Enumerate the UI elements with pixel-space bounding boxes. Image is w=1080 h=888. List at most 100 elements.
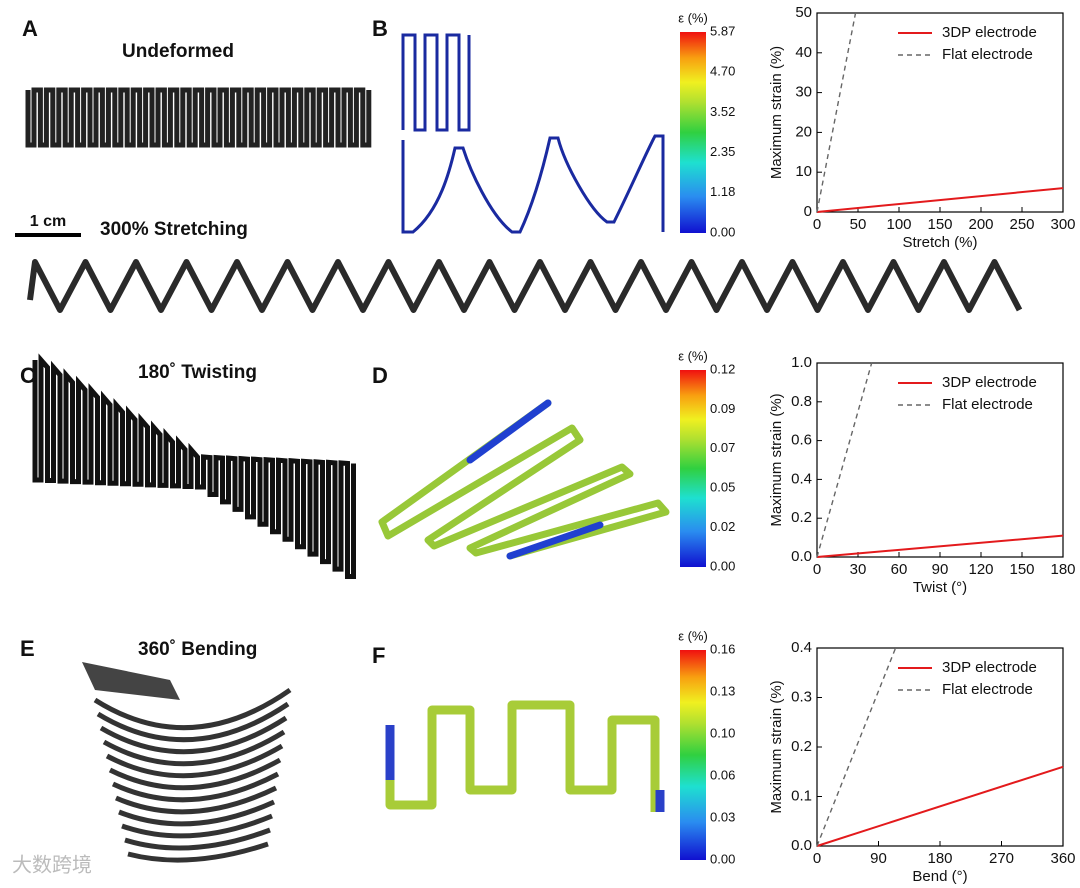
x-tick-label: 150 <box>1009 561 1034 578</box>
colorbar-label: 2.35 <box>710 144 735 159</box>
y-tick-label: 50 <box>795 4 812 21</box>
legend-label: 3DP electrode <box>942 24 1037 41</box>
colorbar-label: 0.10 <box>710 725 735 740</box>
simulation-f <box>385 700 665 812</box>
legend-label: 3DP electrode <box>942 374 1037 391</box>
caption: 300% Stretching <box>100 219 248 240</box>
x-axis-label: Twist (°) <box>913 579 967 596</box>
y-tick-label: 0.0 <box>791 548 812 565</box>
panel-label: E <box>20 636 35 661</box>
colorbar-label: 3.52 <box>710 104 735 119</box>
y-tick-label: 30 <box>795 84 812 101</box>
x-axis-label: Stretch (%) <box>902 234 977 251</box>
legend-label: Flat electrode <box>942 46 1033 63</box>
line-series <box>816 647 897 847</box>
photo-bent <box>105 743 284 779</box>
legend-label: Flat electrode <box>942 396 1033 413</box>
simulation-d <box>378 399 670 560</box>
x-tick-label: 360 <box>1050 850 1075 867</box>
y-axis-label: Maximum strain (%) <box>768 46 785 179</box>
x-tick-label: 0 <box>813 561 821 578</box>
x-tick-label: 250 <box>1009 216 1034 233</box>
colorbar-label: 0.06 <box>710 767 735 782</box>
x-tick-label: 270 <box>989 850 1014 867</box>
x-tick-label: 50 <box>850 216 867 233</box>
plot-frame <box>816 362 1064 558</box>
colorbar-label: 0.02 <box>710 519 735 534</box>
y-tick-label: 10 <box>795 163 812 180</box>
x-tick-label: 0 <box>813 216 821 233</box>
x-tick-label: 200 <box>968 216 993 233</box>
photo-bent <box>115 785 278 815</box>
y-tick-label: 0.0 <box>791 837 812 854</box>
x-tick-label: 60 <box>891 561 908 578</box>
legend-label: 3DP electrode <box>942 659 1037 676</box>
colorbar-title: ε (%) <box>678 348 708 363</box>
x-tick-label: 120 <box>968 561 993 578</box>
plot-frame <box>816 647 1064 847</box>
colorbar-label: 5.87 <box>710 23 735 38</box>
line-series <box>816 362 873 558</box>
colorbar-label: 0.00 <box>710 224 735 239</box>
y-tick-label: 20 <box>795 123 812 140</box>
photo-tweezers <box>82 662 180 700</box>
colorbar <box>680 32 706 233</box>
x-tick-label: 150 <box>927 216 952 233</box>
photo-undeformed <box>25 87 372 148</box>
photo-stretched <box>27 259 1023 313</box>
caption: Undeformed <box>122 41 234 62</box>
x-tick-label: 30 <box>850 561 867 578</box>
photo-bent <box>99 715 288 755</box>
photo-bent <box>108 757 282 791</box>
y-tick-label: 0.1 <box>791 787 812 804</box>
caption: 360˚ Bending <box>138 639 257 660</box>
x-tick-label: 90 <box>870 850 887 867</box>
line-series <box>816 12 857 213</box>
y-tick-label: 0.6 <box>791 432 812 449</box>
y-tick-label: 0 <box>804 203 812 220</box>
panel-label: F <box>372 643 385 668</box>
photo-bent <box>127 841 269 863</box>
colorbar-title: ε (%) <box>678 10 708 25</box>
y-tick-label: 0.2 <box>791 509 812 526</box>
line-series <box>816 534 1064 558</box>
panel-label: B <box>372 16 388 41</box>
line-series <box>816 765 1064 847</box>
panel-label: D <box>372 363 388 388</box>
photo-bent <box>93 687 292 731</box>
photo-bent <box>124 827 271 851</box>
y-tick-label: 0.4 <box>791 470 812 487</box>
y-tick-label: 0.2 <box>791 738 812 755</box>
colorbar <box>680 370 706 567</box>
photo-bent <box>111 771 280 803</box>
photos <box>25 87 1023 863</box>
line-series <box>816 187 1064 213</box>
x-tick-label: 180 <box>927 850 952 867</box>
x-tick-label: 180 <box>1050 561 1075 578</box>
colorbar-label: 0.13 <box>710 683 735 698</box>
x-tick-label: 90 <box>932 561 949 578</box>
panel-label: A <box>22 16 38 41</box>
colorbar-label: 0.05 <box>710 480 735 495</box>
y-tick-label: 0.8 <box>791 393 812 410</box>
y-tick-label: 0.3 <box>791 688 812 705</box>
colorbar-label: 0.16 <box>710 641 735 656</box>
y-tick-label: 0.4 <box>791 639 812 656</box>
x-tick-label: 300 <box>1050 216 1075 233</box>
colorbar-label: 0.12 <box>710 361 735 376</box>
x-tick-label: 0 <box>813 850 821 867</box>
photo-bent <box>96 701 290 743</box>
photo-twisted <box>32 353 356 580</box>
colorbar <box>680 650 706 860</box>
y-tick-label: 40 <box>795 44 812 61</box>
panel-label: C <box>20 363 36 388</box>
photo-bent <box>121 813 273 839</box>
caption: 180˚ Twisting <box>138 362 257 383</box>
simulation-b <box>401 33 665 234</box>
colorbar-label: 0.09 <box>710 401 735 416</box>
colorbar-label: 0.03 <box>710 809 735 824</box>
y-axis-label: Maximum strain (%) <box>768 680 785 813</box>
colorbar-label: 4.70 <box>710 64 735 79</box>
y-tick-label: 1.0 <box>791 354 812 371</box>
